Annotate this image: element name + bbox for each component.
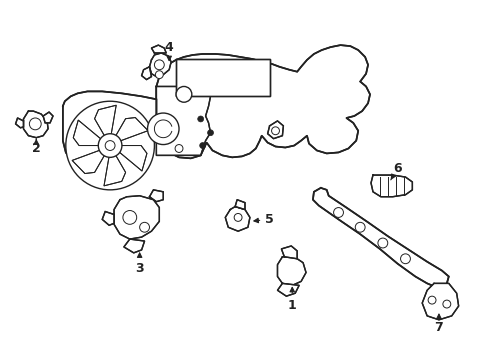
Circle shape <box>400 254 409 264</box>
Polygon shape <box>176 59 269 96</box>
Polygon shape <box>142 67 151 80</box>
Polygon shape <box>114 196 159 239</box>
Circle shape <box>199 143 205 148</box>
Polygon shape <box>277 283 299 296</box>
Text: 4: 4 <box>164 41 173 60</box>
Circle shape <box>442 300 450 308</box>
Polygon shape <box>370 175 411 197</box>
Polygon shape <box>151 45 166 53</box>
Polygon shape <box>153 45 369 158</box>
Polygon shape <box>312 188 448 288</box>
Polygon shape <box>43 112 53 123</box>
Text: 1: 1 <box>287 287 296 311</box>
Text: 6: 6 <box>390 162 401 180</box>
Circle shape <box>377 238 387 248</box>
Circle shape <box>197 116 203 122</box>
Circle shape <box>271 127 279 135</box>
Circle shape <box>140 222 149 232</box>
Circle shape <box>154 60 164 70</box>
Polygon shape <box>16 118 23 128</box>
Circle shape <box>234 213 242 221</box>
Polygon shape <box>23 111 48 138</box>
Circle shape <box>147 113 179 145</box>
Circle shape <box>333 208 343 217</box>
Circle shape <box>105 141 115 150</box>
Circle shape <box>98 134 122 157</box>
Polygon shape <box>102 212 114 225</box>
Circle shape <box>175 145 183 152</box>
Polygon shape <box>94 105 116 142</box>
Polygon shape <box>73 120 106 145</box>
Polygon shape <box>267 121 283 139</box>
Polygon shape <box>156 86 210 156</box>
Text: 7: 7 <box>434 314 443 334</box>
Circle shape <box>122 211 137 224</box>
Text: 3: 3 <box>135 253 143 275</box>
Polygon shape <box>112 118 148 143</box>
Polygon shape <box>235 200 244 210</box>
Text: 5: 5 <box>253 213 273 226</box>
Circle shape <box>427 296 435 304</box>
Circle shape <box>355 222 365 232</box>
Circle shape <box>66 101 154 190</box>
Circle shape <box>155 71 163 78</box>
Polygon shape <box>123 239 144 253</box>
Polygon shape <box>281 246 297 259</box>
Polygon shape <box>149 190 163 202</box>
Polygon shape <box>149 53 171 77</box>
Polygon shape <box>63 91 156 177</box>
Polygon shape <box>225 207 249 231</box>
Polygon shape <box>421 283 458 320</box>
Polygon shape <box>104 149 125 186</box>
Circle shape <box>176 86 191 102</box>
Polygon shape <box>277 257 305 285</box>
Polygon shape <box>114 145 146 171</box>
Text: 2: 2 <box>32 139 41 155</box>
Circle shape <box>207 130 213 136</box>
Circle shape <box>29 118 41 130</box>
Polygon shape <box>72 148 108 174</box>
